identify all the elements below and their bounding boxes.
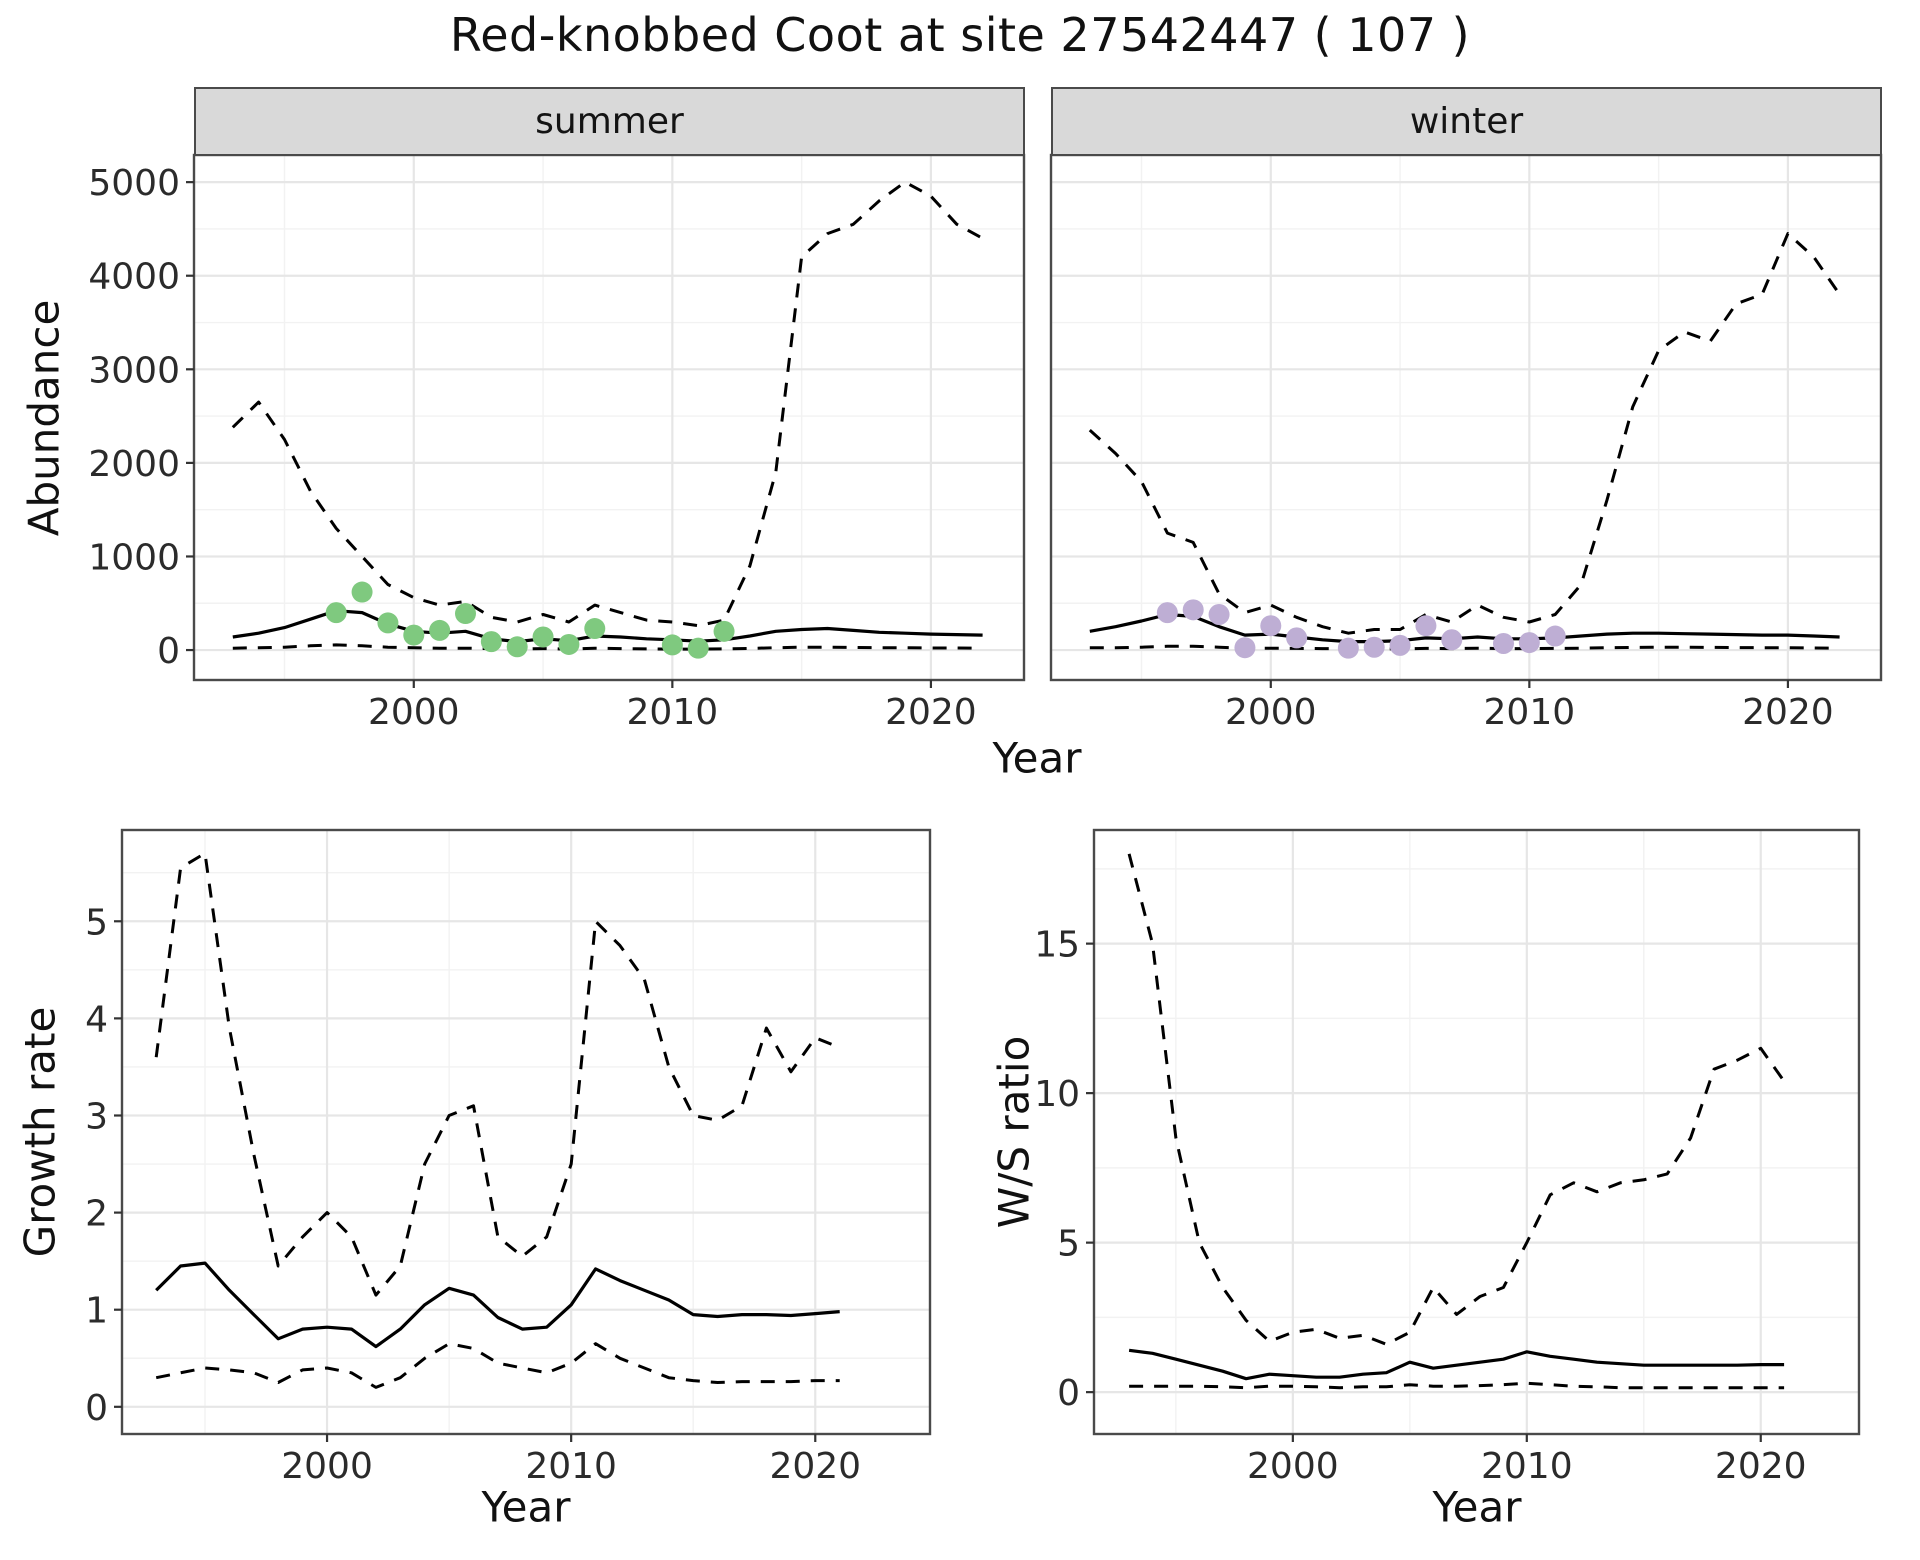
- y-tick-label: 1: [85, 1291, 108, 1332]
- x-tick-label: 2020: [1715, 1446, 1807, 1487]
- observation-point: [1286, 627, 1308, 649]
- x-tick-label: 2000: [368, 692, 460, 733]
- observation-point: [1208, 603, 1230, 625]
- y-tick-label: 4000: [88, 257, 180, 298]
- panel-background: [1094, 830, 1859, 1434]
- facet-strip-winter-label: winter: [1409, 101, 1524, 142]
- y-tick-label: 15: [1034, 925, 1080, 966]
- abundance-winter-median-line: [1089, 612, 1840, 644]
- observation-point: [1156, 602, 1178, 624]
- observation-point: [454, 603, 476, 625]
- observed-counts-winter: [1156, 599, 1566, 659]
- x-tick-label: 2010: [1481, 1446, 1573, 1487]
- facet-strip-winter: winter: [1051, 87, 1882, 156]
- y-tick-label: 4: [85, 999, 108, 1040]
- panel-background: [1051, 155, 1881, 680]
- observation-point: [1337, 637, 1359, 659]
- ws-ratio-y-axis-label: W/S ratio: [989, 1035, 1039, 1229]
- observation-point: [377, 612, 399, 634]
- panel-background: [122, 830, 930, 1434]
- observation-point: [325, 602, 347, 624]
- observation-point: [1234, 637, 1256, 659]
- observation-point: [1492, 633, 1514, 655]
- observation-point: [1389, 634, 1411, 656]
- abundance-winter-lower_ci-line: [1089, 644, 1840, 651]
- facet-strip-summer: summer: [194, 87, 1025, 156]
- x-tick-label: 2000: [281, 1446, 373, 1487]
- ws-ratio-median-line: [1128, 1348, 1785, 1381]
- y-tick-label: 1000: [88, 537, 180, 578]
- observation-point: [403, 624, 425, 646]
- observation-point: [532, 626, 554, 648]
- growth-rate-x-axis-label: Year: [481, 1482, 571, 1532]
- growth-rate-upper_ci-line: [154, 851, 841, 1297]
- y-tick-label: 3000: [88, 350, 180, 391]
- ws-ratio-upper_ci-line: [1127, 853, 1786, 1346]
- y-tick-label: 0: [157, 631, 180, 672]
- abundance-y-axis-label: Abundance: [19, 299, 69, 537]
- x-tick-label: 2020: [769, 1446, 861, 1487]
- observation-point: [1182, 599, 1204, 621]
- x-tick-label: 2010: [525, 1446, 617, 1487]
- abundance-summer-upper_ci-line: [231, 180, 984, 628]
- ws-ratio-x-axis-label: Year: [1432, 1482, 1522, 1532]
- observation-point: [506, 636, 528, 658]
- y-tick-label: 2000: [88, 444, 180, 485]
- facet-strip-summer-label: summer: [535, 101, 684, 142]
- x-tick-label: 2020: [1742, 692, 1834, 733]
- panel-border: [120, 828, 932, 1436]
- observation-point: [1363, 636, 1385, 658]
- observation-point: [1441, 629, 1463, 651]
- growth-rate-median-line: [155, 1261, 840, 1349]
- x-tick-label: 2010: [1484, 692, 1576, 733]
- x-tick-label: 2020: [885, 692, 977, 733]
- observation-point: [1260, 615, 1282, 637]
- panel-ws-ratio: 2000 2010 2020 0 5 10 15: [1034, 828, 1861, 1487]
- growth-rate-y-axis-label: Growth rate: [15, 1006, 65, 1258]
- y-tick-label: 0: [85, 1388, 108, 1429]
- abundance-summer-lower_ci-line: [232, 643, 983, 651]
- observation-point: [687, 637, 709, 659]
- panel-abundance-summer: 2000 2010 2020 0 1000 2000 3000 4000 5000: [88, 153, 1026, 733]
- observation-point: [661, 634, 683, 656]
- y-tick-label: 10: [1034, 1074, 1080, 1115]
- observed-counts-summer: [325, 581, 735, 659]
- panel-background: [194, 155, 1024, 680]
- panel-border: [1092, 828, 1861, 1436]
- panel-growth-rate: 2000 2010 2020 0 1 2 3 4 5: [85, 828, 932, 1487]
- y-tick-label: 5: [85, 902, 108, 943]
- observation-point: [1518, 632, 1540, 654]
- observation-point: [429, 619, 451, 641]
- abundance-winter-upper_ci-line: [1088, 232, 1841, 635]
- y-tick-label: 3: [85, 1096, 108, 1137]
- x-tick-label: 2010: [627, 692, 719, 733]
- figure-title: Red-knobbed Coot at site 27542447 ( 107 …: [449, 8, 1471, 62]
- observation-point: [1544, 625, 1566, 647]
- x-tick-label: 2000: [1225, 692, 1317, 733]
- observation-point: [1415, 615, 1437, 637]
- observation-point: [480, 631, 502, 653]
- y-tick-label: 0: [1057, 1373, 1080, 1414]
- observation-point: [713, 620, 735, 642]
- y-tick-label: 2: [85, 1194, 108, 1235]
- abundance-x-axis-label: Year: [992, 733, 1082, 783]
- x-tick-label: 2000: [1247, 1446, 1339, 1487]
- panel-abundance-winter: 2000 2010 2020: [1049, 153, 1883, 733]
- observation-point: [351, 581, 373, 603]
- observation-point: [584, 618, 606, 640]
- abundance-summer-median-line: [232, 609, 983, 644]
- y-tick-label: 5000: [88, 163, 180, 204]
- y-tick-label: 5: [1057, 1224, 1080, 1265]
- ws-ratio-lower_ci-line: [1129, 1381, 1785, 1390]
- observation-point: [558, 633, 580, 655]
